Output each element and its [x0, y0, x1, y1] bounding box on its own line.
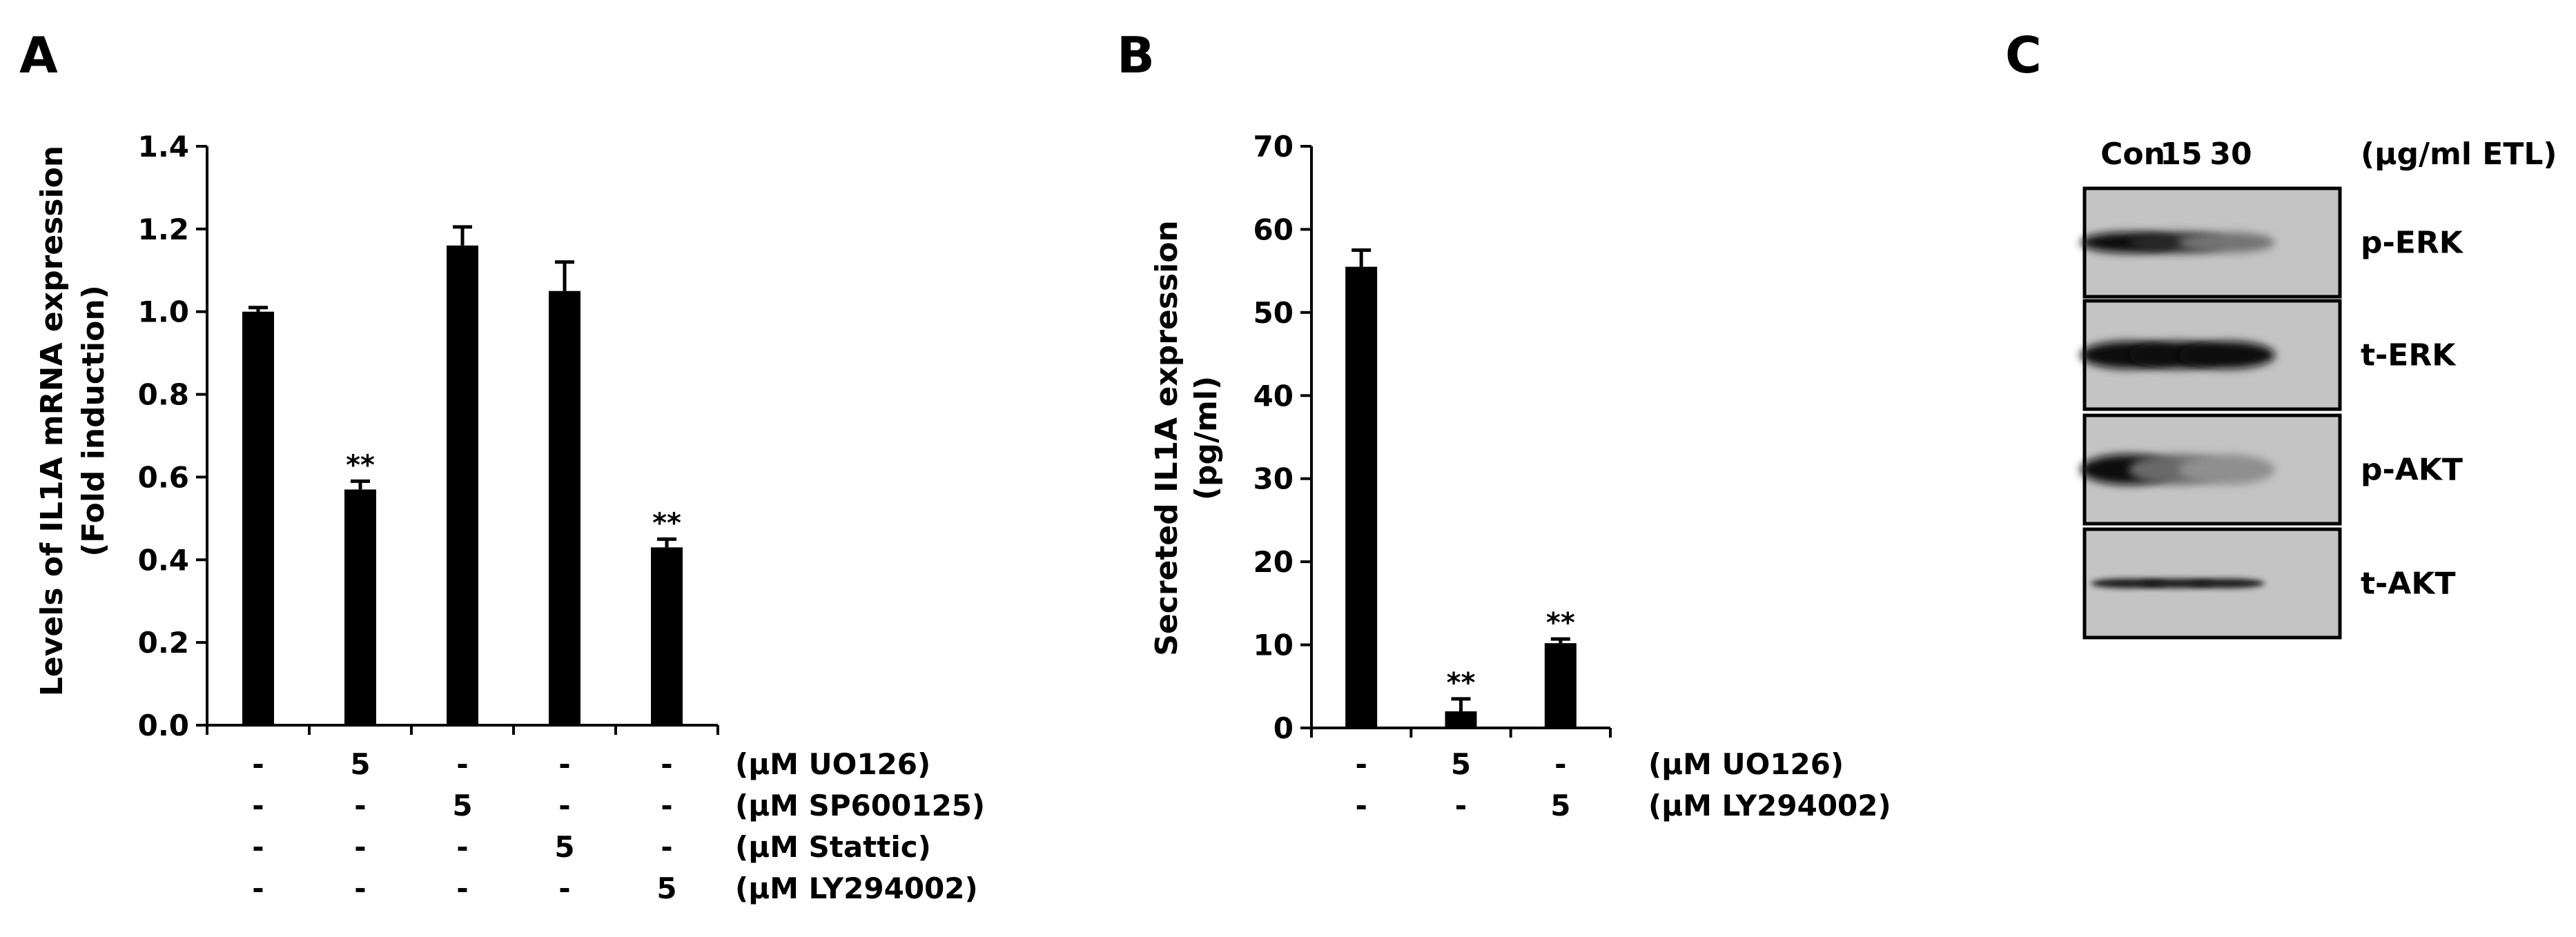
treatment-cell: -: [558, 789, 570, 822]
y-tick-label: 0: [1274, 711, 1294, 745]
significance-marker: **: [652, 507, 681, 539]
bar: [651, 547, 683, 725]
blot-band: [2189, 578, 2265, 589]
bar: [344, 489, 376, 725]
panel-label-b: B: [1117, 26, 1155, 84]
treatment-cell: 5: [1451, 747, 1471, 781]
treatment-label: (μM LY294002): [1648, 789, 1891, 822]
y-tick-label: 1.2: [138, 213, 189, 246]
blot-band: [2178, 454, 2275, 485]
chart-a: Levels of IL1A mRNA expression (Fold ind…: [35, 130, 985, 905]
y-tick-label: 0.4: [138, 543, 189, 577]
bar: [1544, 643, 1577, 728]
y-tick-label: 20: [1253, 545, 1294, 579]
treatment-cell: -: [1455, 789, 1467, 822]
panel-label-c: C: [2005, 26, 2042, 84]
bar: [549, 290, 580, 725]
treatment-cell: -: [252, 789, 264, 822]
chart-b: Secreted IL1A expression (pg/ml) 0 10 20 30…: [1149, 130, 1891, 822]
bar: [1445, 711, 1477, 728]
chart-b-ylabel-line2: (pg/ml): [1189, 376, 1224, 500]
treatment-cell: -: [252, 747, 264, 781]
blot-band: [2178, 232, 2275, 253]
y-tick-label: 70: [1253, 130, 1294, 164]
blot-row-label: t-ERK: [2361, 338, 2457, 373]
bar: [1345, 266, 1378, 728]
treatment-cell: -: [661, 789, 672, 822]
treatment-cell: -: [354, 789, 366, 822]
treatment-cell: -: [354, 830, 366, 864]
y-tick-label: 10: [1253, 629, 1294, 662]
blot-band: [2178, 341, 2275, 369]
chart-a-ylabel-line1: Levels of IL1A mRNA expression: [35, 146, 70, 696]
y-tick-label: 1.4: [138, 130, 189, 164]
significance-marker: **: [1447, 667, 1476, 699]
y-tick-label: 60: [1253, 213, 1294, 246]
panel-label-a: A: [19, 26, 58, 84]
treatment-cell: -: [456, 747, 468, 781]
treatment-cell: 5: [452, 789, 472, 822]
treatment-cell: -: [661, 747, 672, 781]
blot-row-label: p-ERK: [2361, 226, 2464, 261]
treatment-cell: -: [354, 871, 366, 905]
lane-unit-label: (μg/ml ETL): [2361, 137, 2557, 172]
chart-a-ylabel-line2: (Fold induction): [76, 285, 111, 557]
bar: [447, 245, 478, 725]
treatment-cell: 5: [1550, 789, 1570, 822]
treatment-label: (μM UO126): [735, 747, 930, 781]
y-tick-label: 0.0: [138, 709, 189, 742]
y-tick-label: 0.8: [138, 378, 189, 412]
bar: [242, 311, 274, 725]
y-tick-label: 30: [1253, 462, 1294, 496]
treatment-cell: 5: [350, 747, 370, 781]
y-tick-label: 40: [1253, 379, 1294, 413]
treatment-cell: -: [1355, 789, 1367, 822]
treatment-label: (μM UO126): [1648, 747, 1844, 781]
treatment-cell: -: [1554, 747, 1566, 781]
treatment-cell: -: [456, 830, 468, 864]
treatment-cell: -: [558, 871, 570, 905]
blot-row-label: t-AKT: [2361, 566, 2455, 602]
y-tick-label: 0.6: [138, 460, 189, 494]
treatment-cell: -: [558, 747, 570, 781]
treatment-cell: -: [456, 871, 468, 905]
treatment-cell: -: [1355, 747, 1367, 781]
chart-b-ylabel-line1: Secreted IL1A expression: [1149, 220, 1184, 656]
treatment-cell: 5: [554, 830, 574, 864]
significance-marker: **: [1546, 607, 1575, 639]
lane-label: 30: [2209, 137, 2252, 172]
y-tick-label: 0.2: [138, 626, 189, 660]
treatment-label: (μM SP600125): [735, 789, 985, 822]
treatment-cell: -: [661, 830, 672, 864]
y-tick-label: 50: [1253, 296, 1294, 330]
treatment-cell: 5: [656, 871, 676, 905]
treatment-cell: -: [252, 830, 264, 864]
lane-label: Con: [2100, 137, 2165, 172]
lane-label: 15: [2160, 137, 2202, 172]
blot-row-label: p-AKT: [2361, 453, 2463, 488]
treatment-label: (μM Stattic): [735, 830, 931, 864]
treatment-label: (μM LY294002): [735, 871, 978, 905]
treatment-cell: -: [252, 871, 264, 905]
y-tick-label: 1.0: [138, 295, 189, 329]
significance-marker: **: [346, 449, 375, 481]
